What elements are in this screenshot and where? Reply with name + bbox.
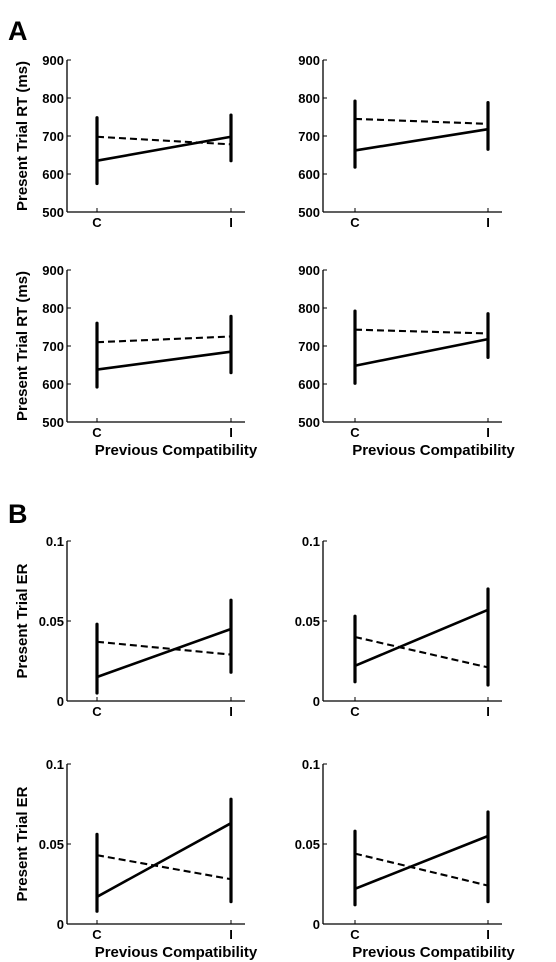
y-tick-label: 700: [298, 129, 320, 144]
series-line-dashed: [354, 852, 489, 887]
x-tick-label: I: [486, 704, 490, 719]
y-tick-label: 0.05: [295, 614, 320, 629]
y-tick-label: 600: [298, 167, 320, 182]
x-tick-label: I: [486, 215, 490, 230]
chart-b-bottom-right: 0 0.05 0.1 C I Previous Compatibility: [295, 757, 516, 961]
panel-letter-b: B: [8, 499, 28, 529]
y-tick-label: 0.05: [39, 614, 64, 629]
y-tick-label: 0.05: [295, 837, 320, 852]
x-tick-label: I: [229, 425, 233, 440]
y-tick-label: 0.1: [302, 534, 320, 549]
y-axis-label: Present Trial RT (ms): [14, 271, 31, 421]
y-tick-label: 600: [42, 377, 64, 392]
series-line-solid: [354, 337, 489, 368]
y-tick-label: 800: [42, 301, 64, 316]
y-tick-label: 500: [298, 415, 320, 430]
series-line-solid: [96, 350, 232, 371]
y-tick-label: 0: [313, 694, 320, 709]
series-line-solid: [96, 135, 232, 162]
y-tick-label: 500: [42, 415, 64, 430]
chart-b-bottom-left: 0 0.05 0.1 C I Present Trial ER Previous Compa…: [14, 757, 258, 961]
series-line-dashed: [354, 328, 489, 335]
x-tick-label: I: [486, 425, 490, 440]
y-tick-label: 700: [42, 339, 64, 354]
series-line-dashed: [354, 117, 489, 125]
y-tick-label: 900: [298, 263, 320, 278]
y-axis-label: Present Trial ER: [14, 786, 31, 901]
y-tick-label: 0: [313, 917, 320, 932]
y-tick-label: 900: [298, 53, 320, 68]
chart-a-top-left: 500 600 700 800 900 C I Present Trial RT (ms): [14, 53, 245, 230]
y-tick-label: 900: [42, 53, 64, 68]
y-tick-label: 0.1: [46, 534, 64, 549]
series-line-dashed: [96, 640, 232, 656]
y-tick-label: 0.05: [39, 837, 64, 852]
x-tick-label: C: [92, 704, 102, 719]
y-tick-label: 600: [298, 377, 320, 392]
y-tick-label: 700: [42, 129, 64, 144]
chart-b-top-left: 0 0.05 0.1 C I Present Trial ER: [14, 534, 245, 719]
x-tick-label: I: [229, 704, 233, 719]
series-line-dashed: [96, 854, 232, 881]
panel-letter-a: A: [8, 16, 28, 46]
chart-a-bottom-left: 500 600 700 800 900 C I Present Trial RT (ms) Pr…: [14, 263, 258, 459]
series-line-solid: [96, 822, 232, 898]
y-tick-label: 700: [298, 339, 320, 354]
x-tick-label: I: [486, 927, 490, 942]
x-axis-label: Previous Compatibility: [352, 442, 515, 459]
y-tick-label: 900: [42, 263, 64, 278]
chart-b-top-right: 0 0.05 0.1 C I: [295, 534, 502, 719]
series-line-solid: [354, 608, 489, 667]
x-axis-label: Previous Compatibility: [95, 442, 258, 459]
x-tick-label: I: [229, 927, 233, 942]
series-line-solid: [354, 834, 489, 891]
y-tick-label: 0: [57, 694, 64, 709]
series-line-dashed: [354, 635, 489, 669]
x-tick-label: C: [350, 425, 360, 440]
series-line-dashed: [96, 135, 232, 146]
series-line-solid: [96, 627, 232, 679]
x-tick-label: C: [350, 704, 360, 719]
y-axis-label: Present Trial RT (ms): [14, 61, 31, 211]
y-tick-label: 0: [57, 917, 64, 932]
chart-a-top-right: 500 600 700 800 900 C I: [298, 53, 502, 230]
x-axis-label: Previous Compatibility: [352, 944, 515, 961]
y-tick-label: 800: [298, 91, 320, 106]
y-tick-label: 0.1: [302, 757, 320, 772]
x-tick-label: C: [92, 425, 102, 440]
x-tick-label: I: [229, 215, 233, 230]
x-tick-label: C: [92, 215, 102, 230]
x-axis-label: Previous Compatibility: [95, 944, 258, 961]
y-tick-label: 800: [42, 91, 64, 106]
y-tick-label: 500: [42, 205, 64, 220]
series-line-solid: [354, 127, 489, 152]
y-tick-label: 800: [298, 301, 320, 316]
chart-a-bottom-right: 500 600 700 800 900 C I Previous Compatibility: [298, 263, 515, 459]
y-tick-label: 600: [42, 167, 64, 182]
x-tick-label: C: [92, 927, 102, 942]
y-tick-label: 0.1: [46, 757, 64, 772]
x-tick-label: C: [350, 215, 360, 230]
y-axis-label: Present Trial ER: [14, 563, 31, 678]
series-line-dashed: [96, 335, 232, 344]
x-tick-label: C: [350, 927, 360, 942]
y-tick-label: 500: [298, 205, 320, 220]
